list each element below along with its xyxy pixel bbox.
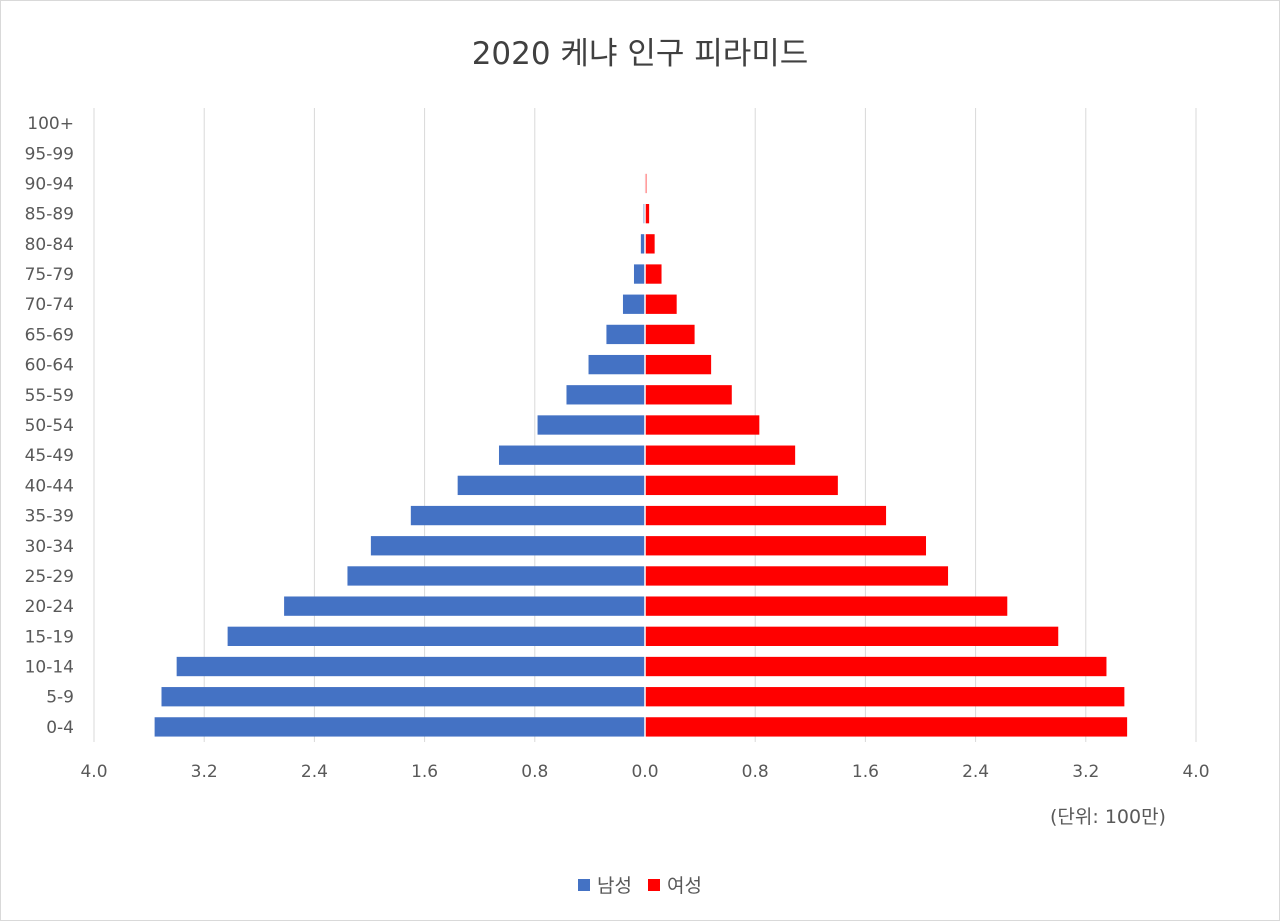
x-tick-label: 1.6 xyxy=(411,762,438,782)
bar-male xyxy=(154,717,646,737)
bar-male xyxy=(176,656,645,677)
bar-male xyxy=(410,505,645,526)
x-tick-label: 0.0 xyxy=(631,762,658,782)
y-tick-label: 30-34 xyxy=(25,537,74,557)
bar-female xyxy=(645,385,732,405)
legend-item-female: 여성 xyxy=(648,871,702,898)
x-tick-label: 2.4 xyxy=(962,762,989,782)
bar-female xyxy=(645,445,796,465)
x-tick-label: 0.8 xyxy=(521,762,548,782)
bar-male xyxy=(370,536,645,556)
bar-female xyxy=(645,415,760,435)
y-tick-label: 15-19 xyxy=(25,627,74,647)
x-tick-label: 4.0 xyxy=(80,762,107,782)
bar-female xyxy=(645,626,1059,646)
legend-item-male: 남성 xyxy=(578,871,632,898)
y-tick-label: 80-84 xyxy=(25,235,74,255)
x-tick-label: 0.8 xyxy=(742,762,769,782)
bar-female xyxy=(645,717,1128,737)
bar-female xyxy=(645,264,662,284)
bar-male xyxy=(227,626,645,646)
y-tick-label: 100+ xyxy=(27,114,74,134)
y-tick-label: 25-29 xyxy=(25,567,74,587)
bar-female xyxy=(645,204,650,224)
x-tick-label: 2.4 xyxy=(301,762,328,782)
bar-male xyxy=(284,596,645,616)
bar-male xyxy=(588,354,645,375)
bar-male xyxy=(566,385,645,405)
legend-swatch-female xyxy=(648,878,660,891)
bar-female xyxy=(645,505,887,526)
bar-female xyxy=(645,475,838,496)
y-tick-label: 35-39 xyxy=(25,507,74,527)
bar-female xyxy=(645,324,695,345)
legend-label-male: 남성 xyxy=(597,875,632,897)
bar-female xyxy=(645,294,677,314)
y-tick-label: 5-9 xyxy=(46,688,74,708)
y-tick-label: 85-89 xyxy=(25,205,74,225)
y-tick-label: 45-49 xyxy=(25,446,74,466)
bar-female xyxy=(645,687,1125,707)
y-tick-label: 10-14 xyxy=(25,658,74,678)
y-tick-label: 55-59 xyxy=(25,386,74,406)
bar-female xyxy=(645,566,949,586)
unit-label: (단위: 100만) xyxy=(1050,806,1166,828)
y-tick-label: 60-64 xyxy=(25,356,74,376)
legend-swatch-male xyxy=(578,878,591,891)
chart-title: 2020 케냐 인구 피라미드 xyxy=(471,36,809,72)
bar-male xyxy=(347,566,645,586)
x-tick-label: 3.2 xyxy=(191,762,218,782)
bar-male xyxy=(606,324,645,345)
bar-male xyxy=(633,264,645,284)
y-tick-label: 95-99 xyxy=(25,144,74,164)
bar-male xyxy=(622,294,645,314)
y-tick-label: 0-4 xyxy=(46,718,74,738)
bar-female xyxy=(645,234,655,254)
bar-female xyxy=(645,354,712,375)
bar-male xyxy=(457,475,645,496)
y-tick-label: 65-69 xyxy=(25,325,74,345)
bar-female xyxy=(645,656,1107,677)
legend: 남성 여성 xyxy=(0,871,1280,898)
y-tick-label: 20-24 xyxy=(25,597,74,617)
x-tick-label: 3.2 xyxy=(1072,762,1099,782)
bar-male xyxy=(640,234,645,254)
bar-female xyxy=(645,596,1008,616)
x-tick-label: 1.6 xyxy=(852,762,879,782)
x-tick-label: 4.0 xyxy=(1182,762,1209,782)
y-tick-label: 75-79 xyxy=(25,265,74,285)
y-tick-label: 40-44 xyxy=(25,476,74,496)
bar-male xyxy=(498,445,645,465)
legend-label-female: 여성 xyxy=(667,875,702,897)
y-tick-label: 70-74 xyxy=(25,295,74,315)
y-tick-label: 90-94 xyxy=(25,174,74,194)
bar-male xyxy=(537,415,645,435)
bar-male xyxy=(161,687,645,707)
y-tick-label: 50-54 xyxy=(25,416,74,436)
bar-female xyxy=(645,536,927,556)
